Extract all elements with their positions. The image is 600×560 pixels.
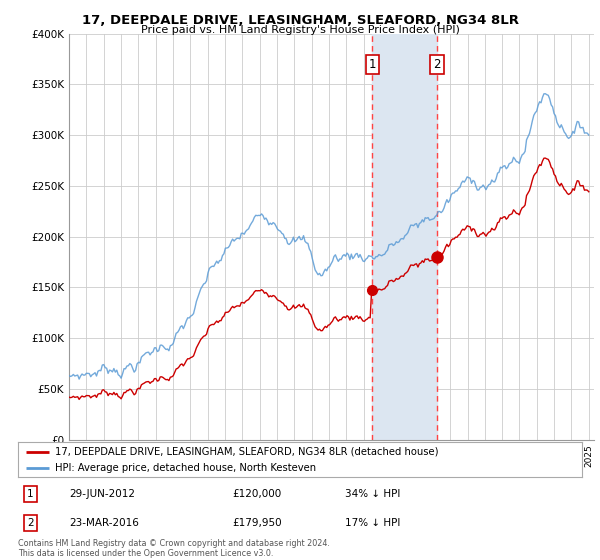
Text: 34% ↓ HPI: 34% ↓ HPI xyxy=(345,489,400,500)
Text: 17, DEEPDALE DRIVE, LEASINGHAM, SLEAFORD, NG34 8LR (detached house): 17, DEEPDALE DRIVE, LEASINGHAM, SLEAFORD… xyxy=(55,447,438,457)
Text: Price paid vs. HM Land Registry's House Price Index (HPI): Price paid vs. HM Land Registry's House … xyxy=(140,25,460,35)
Text: 23-MAR-2016: 23-MAR-2016 xyxy=(69,518,139,528)
Text: Contains HM Land Registry data © Crown copyright and database right 2024.
This d: Contains HM Land Registry data © Crown c… xyxy=(18,539,330,558)
Text: 17, DEEPDALE DRIVE, LEASINGHAM, SLEAFORD, NG34 8LR: 17, DEEPDALE DRIVE, LEASINGHAM, SLEAFORD… xyxy=(82,14,518,27)
Text: £120,000: £120,000 xyxy=(232,489,281,500)
Text: 2: 2 xyxy=(433,58,441,71)
Text: 2: 2 xyxy=(27,518,34,528)
Text: 17% ↓ HPI: 17% ↓ HPI xyxy=(345,518,400,528)
Bar xyxy=(372,34,437,440)
Text: HPI: Average price, detached house, North Kesteven: HPI: Average price, detached house, Nort… xyxy=(55,463,316,473)
Text: 1: 1 xyxy=(27,489,34,500)
Text: £179,950: £179,950 xyxy=(232,518,282,528)
Text: 29-JUN-2012: 29-JUN-2012 xyxy=(69,489,135,500)
Text: 1: 1 xyxy=(368,58,376,71)
